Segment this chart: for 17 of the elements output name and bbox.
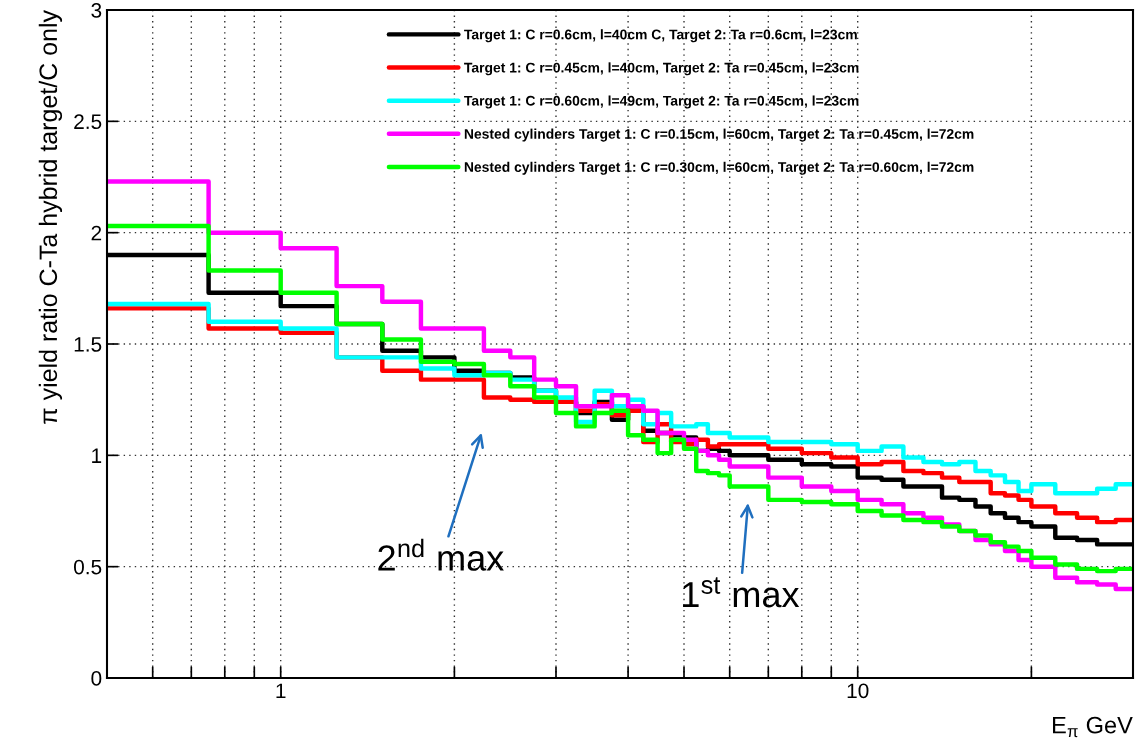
legend-label: Target 1: C r=0.60cm, l=49cm, Target 2: Ta r=0.45cm, l=23cm	[464, 95, 859, 109]
y-tick-label: 0.5	[73, 559, 102, 575]
legend-label: Nested cylinders Target 1: C r=0.30cm, l=60cm, Target 2: Ta r=0.60cm, l=72cm	[464, 161, 974, 175]
y-axis-title: π yield ratio C-Ta hybrid target/C only	[38, 10, 63, 424]
legend-label: Target 1: C r=0.6cm, l=40cm C, Target 2: Ta r=0.6cm, l=23cm	[464, 29, 857, 43]
annotation: 2$^{nd}$ max	[378, 538, 504, 571]
y-tick-label: 2.5	[74, 114, 102, 130]
y-tick-label: 2	[91, 225, 102, 241]
x-axis-title: E$_{π}$ GeV	[1053, 716, 1133, 738]
annotation: 1$^{st}$ max	[683, 577, 800, 608]
y-tick-label: 1	[92, 448, 102, 463]
legend-label: Nested cylinders Target 1: C r=0.15cm, l=60cm, Target 2: Ta r=0.45cm, l=72cm	[464, 128, 974, 142]
legend-label: Target 1: C r=0.45cm, l=40cm, Target 2: Ta r=0.45cm, l=23cm	[464, 62, 859, 76]
y-tick-label: 0	[91, 671, 102, 686]
x-tick-label: 10	[847, 683, 869, 699]
y-tick-label: 1.5	[74, 337, 102, 352]
y-tick-label: 3	[91, 3, 102, 18]
